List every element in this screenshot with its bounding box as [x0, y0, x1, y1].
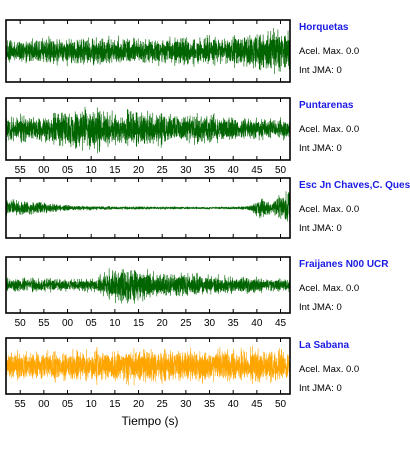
x-tick-label: 10: [86, 165, 98, 176]
x-tick-label: 30: [180, 399, 192, 410]
x-tick-label: 10: [86, 399, 98, 410]
jma-intensity-label: Int JMA: 0: [299, 223, 342, 234]
x-tick-label: 55: [38, 318, 50, 329]
waveform-trace: [5, 27, 291, 74]
x-tick-label: 25: [157, 399, 169, 410]
station-name: La Sabana: [299, 340, 350, 351]
x-tick-label: 00: [62, 318, 74, 329]
panel-frame: [5, 177, 291, 239]
panel-frame: [5, 19, 291, 83]
max-acceleration-label: Acel. Max. 0.0: [299, 46, 360, 57]
x-tick-label: 10: [109, 318, 121, 329]
station-name: Horquetas: [299, 22, 349, 33]
x-tick-label: 30: [180, 165, 192, 176]
max-acceleration-label: Acel. Max. 0.0: [299, 283, 360, 294]
x-tick-label: 25: [157, 165, 169, 176]
jma-intensity-label: Int JMA: 0: [299, 383, 342, 394]
seismogram-panel: 55 00 05 10 15 20 25 30 35 40 45 50: [5, 337, 291, 410]
station-name: Esc Jn Chaves,C. Ques: [299, 180, 410, 191]
panel-frame: [5, 97, 291, 161]
x-tick-label: 55: [15, 165, 27, 176]
station-name: Puntarenas: [299, 100, 354, 111]
x-tick-label: 35: [204, 399, 216, 410]
waveform-trace: [5, 106, 291, 154]
x-tick-label: 45: [251, 399, 263, 410]
waveform-trace: [5, 191, 291, 223]
seismogram-panel: [5, 19, 291, 83]
seismogram-panel: [5, 177, 291, 239]
x-tick-label: 30: [204, 318, 216, 329]
jma-intensity-label: Int JMA: 0: [299, 65, 342, 76]
x-tick-label: 05: [86, 318, 98, 329]
max-acceleration-label: Acel. Max. 0.0: [299, 204, 360, 215]
x-tick-label: 45: [275, 318, 287, 329]
jma-intensity-label: Int JMA: 0: [299, 143, 342, 154]
x-tick-label: 40: [228, 399, 240, 410]
panel-frame: [5, 337, 291, 395]
seismogram-panel: 55 00 05 10 15 20 25 30 35 40 45 50: [5, 97, 291, 176]
x-tick-label: 50: [275, 399, 287, 410]
x-tick-label: 00: [38, 165, 50, 176]
x-tick-label: 05: [62, 165, 74, 176]
x-tick-label: 45: [251, 165, 263, 176]
x-tick-label: 05: [62, 399, 74, 410]
x-tick-label: 20: [133, 399, 145, 410]
x-axis-title: Tiempo (s): [121, 414, 179, 428]
x-tick-label: 15: [109, 165, 121, 176]
station-name: Fraijanes N00 UCR: [299, 259, 389, 270]
x-tick-label: 35: [204, 165, 216, 176]
max-acceleration-label: Acel. Max. 0.0: [299, 364, 360, 375]
seismogram-panel: 50 55 00 05 10 15 20 25 30 35 40 45: [5, 256, 291, 329]
x-tick-label: 20: [157, 318, 169, 329]
x-tick-label: 15: [109, 399, 121, 410]
x-tick-label: 40: [251, 318, 263, 329]
jma-intensity-label: Int JMA: 0: [299, 302, 342, 313]
x-tick-label: 15: [133, 318, 145, 329]
x-tick-label: 50: [275, 165, 287, 176]
max-acceleration-label: Acel. Max. 0.0: [299, 124, 360, 135]
x-tick-label: 00: [38, 399, 50, 410]
x-tick-label: 40: [228, 165, 240, 176]
panel-frame: [5, 256, 291, 314]
waveform-trace: [5, 345, 291, 386]
x-tick-label: 25: [180, 318, 192, 329]
x-tick-label: 50: [15, 318, 27, 329]
x-tick-label: 20: [133, 165, 145, 176]
waveform-trace: [5, 268, 291, 304]
x-tick-label: 55: [15, 399, 27, 410]
x-tick-label: 35: [228, 318, 240, 329]
